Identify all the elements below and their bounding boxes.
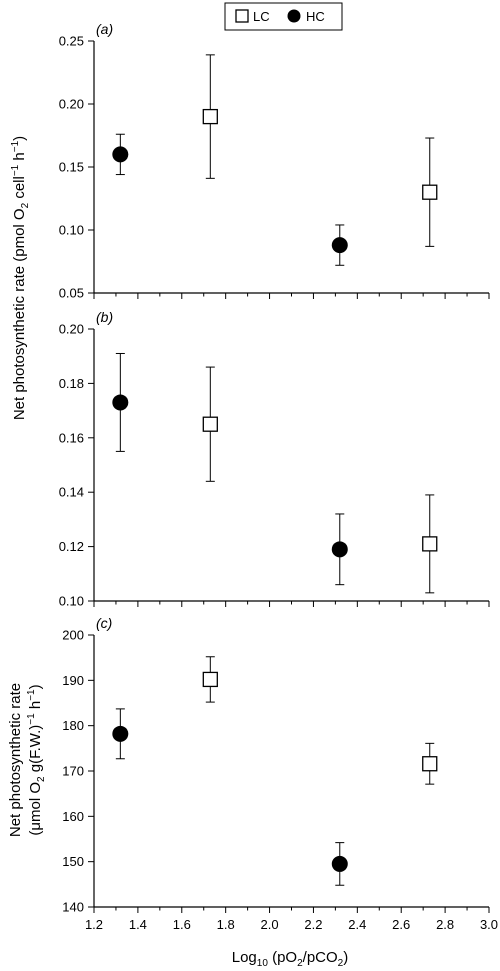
legend-lc-label: LC <box>253 9 270 24</box>
y-tick-label: 180 <box>62 718 84 733</box>
legend: LC HC <box>224 2 343 31</box>
legend-hc-marker <box>287 9 301 23</box>
y-tick-label: 0.20 <box>59 97 84 112</box>
y-tick-label: 150 <box>62 854 84 869</box>
y-tick-label: 170 <box>62 764 84 779</box>
x-tick-label: 1.6 <box>173 917 191 932</box>
y-tick-label: 140 <box>62 900 84 915</box>
y-tick-label: 0.16 <box>59 430 84 445</box>
lc-point <box>202 416 218 432</box>
x-tick-label: 2.8 <box>436 917 454 932</box>
x-tick-label: 2.2 <box>304 917 322 932</box>
y-tick-label: 0.14 <box>59 485 84 500</box>
y-tick-label: 0.05 <box>59 286 84 301</box>
y-tick-label: 0.10 <box>59 594 84 609</box>
y-axis-title-top: Net photosynthetic rate (pmol O2 cell−1 … <box>10 136 31 420</box>
hc-point <box>331 237 348 254</box>
y-axis-title-bottom-line1: Net photosynthetic rate <box>7 683 24 837</box>
y-tick-label: 0.15 <box>59 160 84 175</box>
lc-point <box>422 756 438 772</box>
hc-point <box>112 394 129 411</box>
x-tick-label: 1.8 <box>217 917 235 932</box>
y-tick-label: 0.10 <box>59 223 84 238</box>
panel-label-c: (c) <box>96 615 112 631</box>
panel-c: (c) 140 150 160 170 180 190 200 1.2 1.4 1.6 1.8 2.0 2… <box>62 615 498 932</box>
legend-hc-label: HC <box>306 9 325 24</box>
panel-b: (b) 0.10 0.12 0.14 0.16 0.18 0.20 <box>59 309 490 609</box>
y-tick-label: 0.25 <box>59 34 84 49</box>
y-tick-label: 0.12 <box>59 539 84 554</box>
y-tick-label: 190 <box>62 673 84 688</box>
hc-point <box>112 725 129 742</box>
lc-point <box>202 108 218 125</box>
panel-a: (a) 0.05 0.10 0.15 0.20 0.25 <box>59 21 490 301</box>
panel-label-a: (a) <box>96 21 113 37</box>
x-tick-label: 1.2 <box>85 917 103 932</box>
x-tick-label: 2.6 <box>392 917 410 932</box>
y-tick-label: 0.20 <box>59 322 84 337</box>
y-tick-label: 200 <box>62 628 84 643</box>
x-tick-label: 2.0 <box>261 917 279 932</box>
y-tick-label: 0.18 <box>59 376 84 391</box>
hc-point <box>331 541 348 558</box>
lc-point <box>422 536 438 552</box>
x-tick-label: 3.0 <box>480 917 498 932</box>
panel-label-b: (b) <box>96 309 113 325</box>
y-axis-title-bottom-line2: (μmol O2 g(F.W.)−1 h−1) <box>26 684 47 835</box>
hc-point <box>112 146 129 163</box>
lc-point <box>202 671 218 688</box>
y-tick-label: 160 <box>62 809 84 824</box>
legend-lc-marker <box>235 9 249 23</box>
x-tick-label: 2.4 <box>348 917 366 932</box>
x-axis-title: Log10 (pO2/pCO2) <box>232 949 348 969</box>
lc-point <box>422 184 438 200</box>
x-tick-label: 1.4 <box>129 917 147 932</box>
hc-point <box>331 855 348 872</box>
